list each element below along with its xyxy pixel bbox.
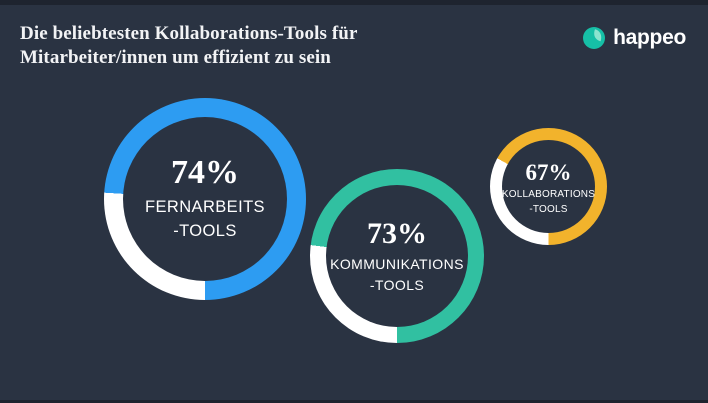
top-edge-shadow bbox=[0, 0, 708, 5]
page-title-line2: Mitarbeiter/innen um effizient zu sein bbox=[20, 47, 331, 69]
page-title: Die beliebtesten Kollaborations-Tools fü… bbox=[20, 22, 440, 70]
donut-chart-kollaborations-tools: 67% KOLLABORATIONS -TOOLS bbox=[490, 128, 607, 245]
happeo-logo: happeo bbox=[582, 26, 686, 50]
donut-label-block: 67% KOLLABORATIONS -TOOLS bbox=[490, 128, 607, 245]
donut-label-line2: -TOOLS bbox=[173, 222, 237, 240]
happeo-logo-text: happeo bbox=[613, 26, 686, 49]
donut-chart-kommunikations-tools: 73% KOMMUNIKATIONS -TOOLS bbox=[310, 169, 484, 343]
donut-hole bbox=[123, 117, 287, 281]
donut-label-line1: KOMMUNIKATIONS bbox=[330, 256, 464, 273]
donut-percentage: 73% bbox=[367, 217, 427, 251]
page-title-line1: Die beliebtesten Kollaborations-Tools fü… bbox=[20, 23, 358, 44]
donut-label-block: 73% KOMMUNIKATIONS -TOOLS bbox=[310, 169, 484, 343]
donut-hole bbox=[326, 185, 468, 327]
bottom-edge-shadow bbox=[0, 400, 708, 403]
donut-label-line1: KOLLABORATIONS bbox=[501, 189, 596, 200]
donut-percentage: 67% bbox=[525, 160, 572, 185]
donut-hole bbox=[502, 140, 595, 233]
donut-label-line1: FERNARBEITS bbox=[145, 198, 265, 217]
donut-label-line2: -TOOLS bbox=[529, 203, 568, 215]
donut-label-line2: -TOOLS bbox=[369, 276, 425, 293]
donut-label-block: 74% FERNARBEITS -TOOLS bbox=[104, 98, 306, 300]
happeo-leaf-icon bbox=[582, 26, 606, 50]
donut-percentage: 74% bbox=[171, 154, 239, 192]
donut-chart-fernarbeits-tools: 74% FERNARBEITS -TOOLS bbox=[104, 98, 306, 300]
